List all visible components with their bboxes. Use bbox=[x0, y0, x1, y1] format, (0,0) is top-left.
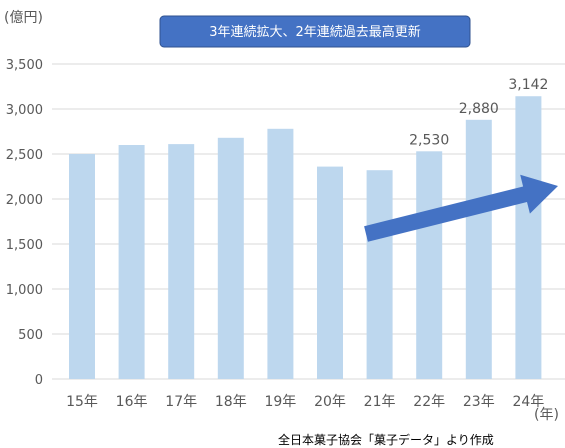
y-tick-label: 0 bbox=[35, 373, 43, 388]
x-tick-label: 21年 bbox=[364, 394, 396, 410]
y-tick-label: 2,500 bbox=[6, 148, 43, 163]
y-tick-label: 3,000 bbox=[6, 103, 43, 118]
annotation-text: 3年連続拡大、2年連続過去最高更新 bbox=[209, 24, 421, 40]
x-tick-label: 24年 bbox=[512, 394, 544, 410]
bar-23年 bbox=[465, 119, 492, 380]
y-tick-label: 1,000 bbox=[6, 283, 43, 298]
x-tick-label: 23年 bbox=[463, 394, 495, 410]
annotation-box bbox=[159, 15, 471, 48]
x-tick-label: 16年 bbox=[116, 394, 148, 410]
x-tick-label: 17年 bbox=[165, 394, 197, 410]
data-label: 2,530 bbox=[409, 132, 449, 148]
y-tick-label: 500 bbox=[18, 328, 43, 343]
x-tick-label: 15年 bbox=[66, 394, 98, 410]
y-tick-label: 1,500 bbox=[6, 238, 43, 253]
x-tick-label: 19年 bbox=[264, 394, 296, 410]
x-tick-label: 18年 bbox=[215, 394, 247, 410]
trend-arrow-icon bbox=[364, 174, 558, 242]
bar-17年 bbox=[168, 144, 195, 379]
bar-24年 bbox=[515, 96, 542, 379]
bar-19年 bbox=[267, 128, 294, 379]
bars bbox=[69, 96, 542, 380]
x-axis-unit: (年) bbox=[534, 407, 559, 423]
data-labels: 2,530 2,880 3,142 bbox=[409, 77, 548, 148]
y-tick-label: 2,000 bbox=[6, 193, 43, 208]
y-tick-label: 3,500 bbox=[6, 58, 43, 73]
data-label: 3,142 bbox=[508, 77, 548, 93]
bar-21年 bbox=[366, 170, 393, 379]
x-tick-label: 22年 bbox=[413, 394, 445, 410]
bar-20年 bbox=[317, 166, 343, 379]
bar-16年 bbox=[118, 145, 145, 379]
x-tick-label: 20年 bbox=[314, 394, 346, 410]
x-axis-tick-labels: 15年 16年 17年 18年 19年 20年 21年 22年 23年 24年 bbox=[66, 394, 544, 410]
data-label: 2,880 bbox=[459, 101, 499, 117]
source-note: 全日本菓子協会「菓子データ」より作成 bbox=[278, 432, 494, 447]
bar-15年 bbox=[69, 154, 95, 379]
bar-22年 bbox=[416, 151, 443, 379]
bar-18年 bbox=[217, 137, 244, 379]
y-axis-tick-labels: 0 500 1,000 1,500 2,000 2,500 3,000 3,500 bbox=[6, 58, 43, 388]
annotation-banner: 3年連続拡大、2年連続過去最高更新 bbox=[159, 15, 471, 48]
y-axis-unit: (億円) bbox=[4, 10, 43, 26]
